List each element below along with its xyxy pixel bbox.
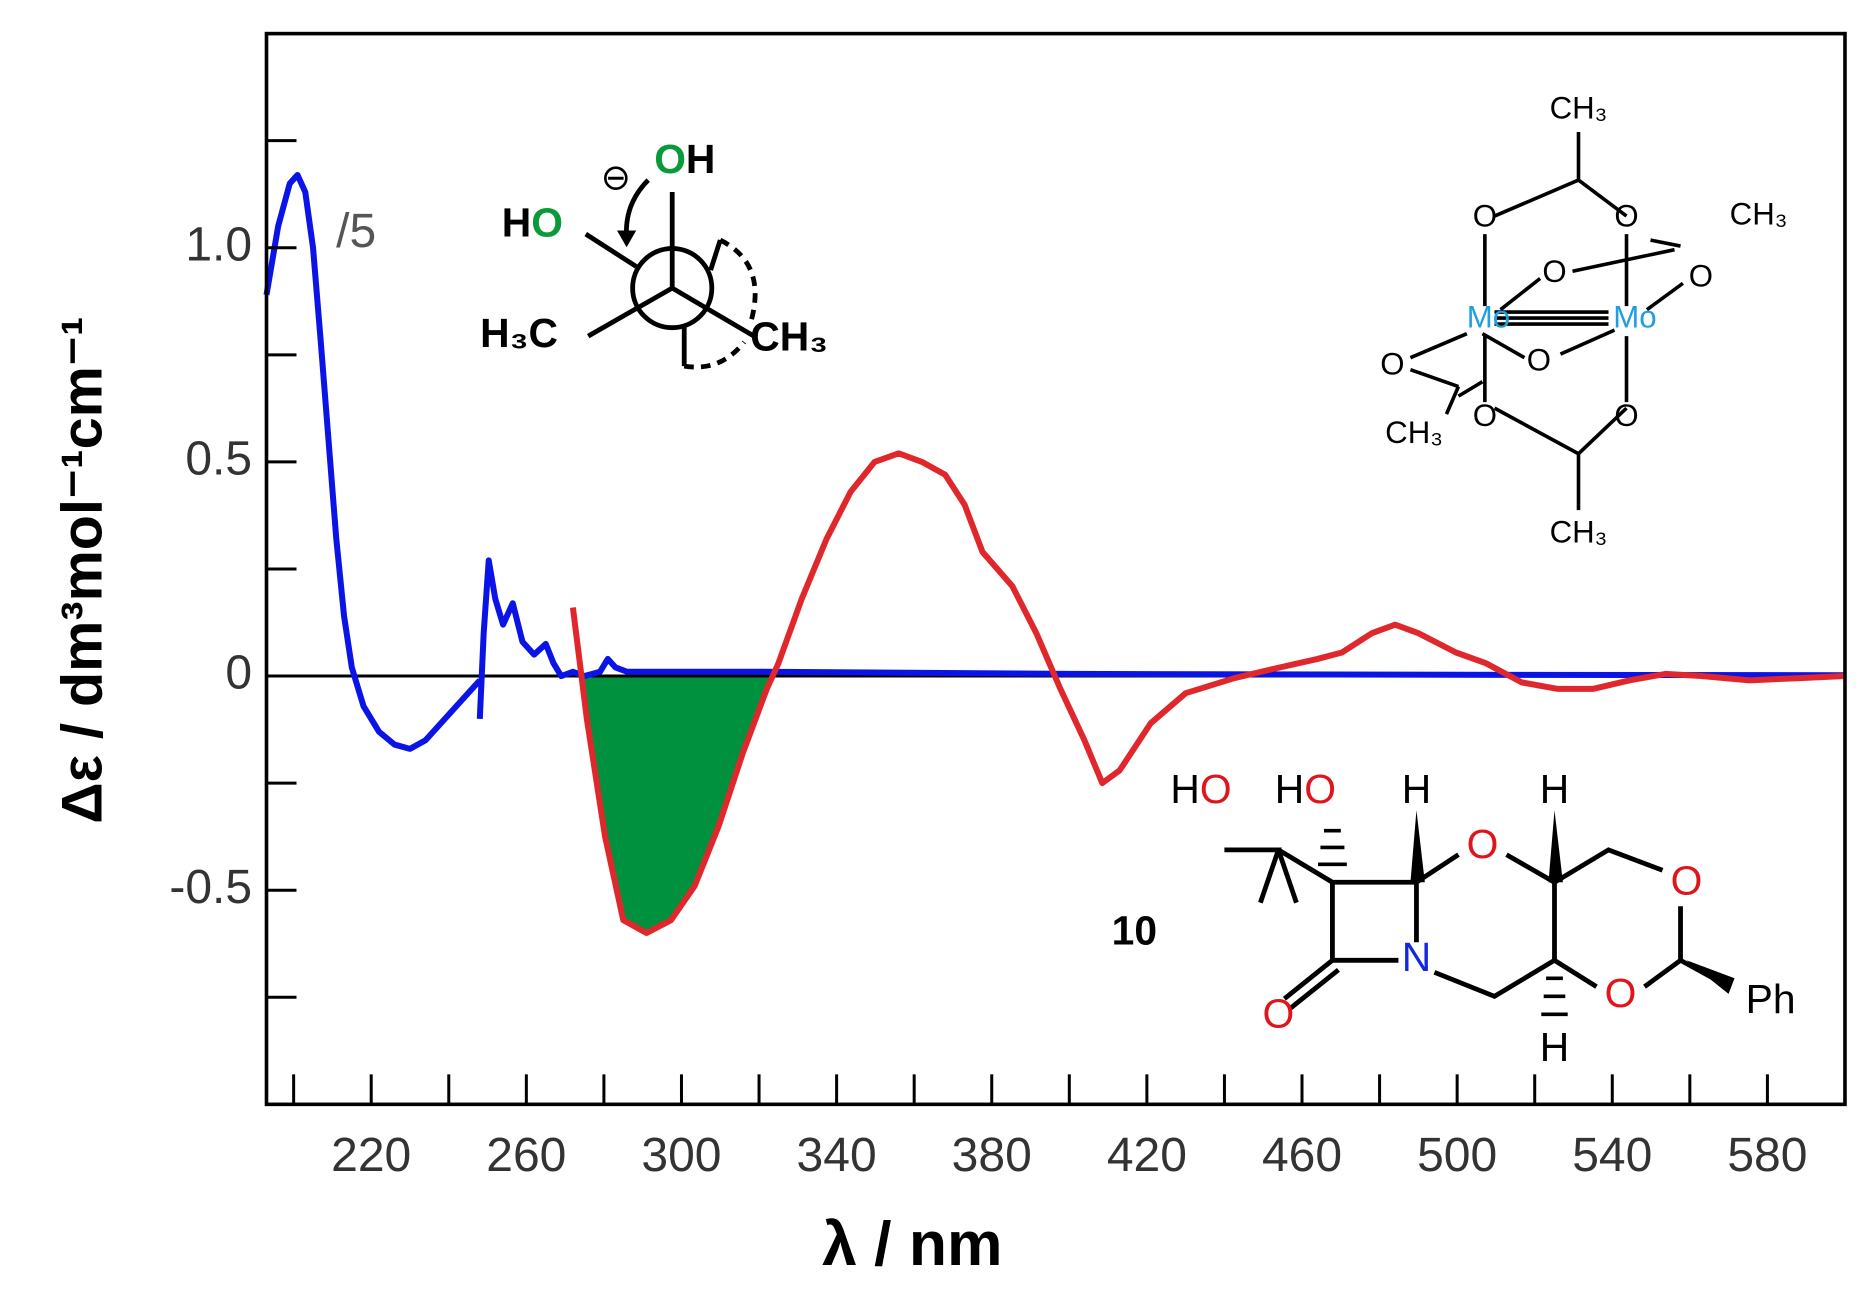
arrow-head <box>617 230 637 248</box>
x-tick-label: 540 <box>1572 1129 1652 1182</box>
annotation: /5 <box>336 205 376 258</box>
x-tick-label: 420 <box>1107 1129 1187 1182</box>
newman-structure: HO OH H₃C CH₃ ⊖ <box>480 136 828 370</box>
atom-label: O <box>1605 970 1637 1016</box>
x-tick-label: 340 <box>797 1129 877 1182</box>
atom-label: O <box>1527 343 1551 378</box>
atom-label: O <box>1614 199 1638 234</box>
x-tick-label: 220 <box>331 1129 411 1182</box>
atom-label: CH₃ <box>1385 415 1443 450</box>
atom-label: O <box>1614 398 1638 433</box>
atom-label: CH₃ <box>1550 514 1608 549</box>
atom-label: O <box>1263 990 1295 1036</box>
charge-label: ⊖ <box>601 157 631 198</box>
atom-label: O <box>1473 199 1497 234</box>
x-tick-label: 260 <box>486 1129 566 1182</box>
atom-label: Mo <box>1613 300 1656 335</box>
x-tick-label: 380 <box>952 1129 1032 1182</box>
y-axis-label: Δε / dm³mol⁻¹cm⁻¹ <box>51 317 115 824</box>
atom-label: O <box>1467 821 1499 867</box>
atom-label: O <box>1671 857 1703 903</box>
plot-frame <box>264 31 1847 1107</box>
y-tick-label: 0.5 <box>185 433 252 486</box>
bond <box>584 232 638 269</box>
hashes <box>1318 828 1568 1017</box>
atom-label: CH₃ <box>1730 196 1788 231</box>
atom-label: CH₃ <box>1550 91 1608 126</box>
atom-label: CH₃ <box>750 313 828 359</box>
x-tick-label: 580 <box>1727 1129 1807 1182</box>
x-tick-label: 500 <box>1417 1129 1497 1182</box>
atom-label: OH <box>654 136 715 182</box>
atom-label: HO <box>502 199 563 245</box>
plot-area: 220 260 300 340 380 420 460 500 540 580 1.0 0.5 0 -0.… <box>169 31 1847 1182</box>
atom-label: O <box>1689 259 1713 294</box>
filled-area <box>580 676 772 934</box>
atom-label: O <box>1542 254 1566 289</box>
dashed-arc <box>683 340 747 370</box>
atom-label: Mo <box>1467 300 1510 335</box>
x-tick-label: 460 <box>1262 1129 1342 1182</box>
atom-label: H₃C <box>480 310 558 356</box>
atom-label: O <box>1380 346 1404 381</box>
y-tick-label: 1.0 <box>185 218 252 271</box>
atom-label: H <box>1540 1024 1569 1070</box>
dimolybdenum-structure: CH₃ CH₃ CH₃ CH₃ O O O O O O O O Mo Mo <box>1380 91 1787 550</box>
y-tick-label: 0 <box>225 647 252 700</box>
atom-label: Ph <box>1746 976 1796 1022</box>
atom-label: H <box>1402 766 1431 812</box>
y-tick-label: -0.5 <box>169 861 252 914</box>
compound-structure: HO HO H O H O 10 N O O Ph H <box>1112 766 1796 1070</box>
atom-label: N <box>1402 934 1431 980</box>
line-series <box>263 171 1845 752</box>
bond <box>587 286 674 339</box>
bond <box>708 239 723 271</box>
compound-number: 10 <box>1112 908 1157 954</box>
bonds <box>1409 132 1684 511</box>
atom-label: HO <box>1275 766 1336 812</box>
line-series <box>569 450 1846 937</box>
x-tick-label: 300 <box>641 1129 721 1182</box>
x-axis-label: λ / nm <box>822 1210 1002 1279</box>
atom-label: O <box>1473 398 1497 433</box>
dashed-arc <box>719 237 758 325</box>
bond <box>671 286 756 339</box>
bonds <box>1224 847 1730 1011</box>
atom-label: H <box>1540 766 1569 812</box>
atom-label: HO <box>1170 766 1231 812</box>
